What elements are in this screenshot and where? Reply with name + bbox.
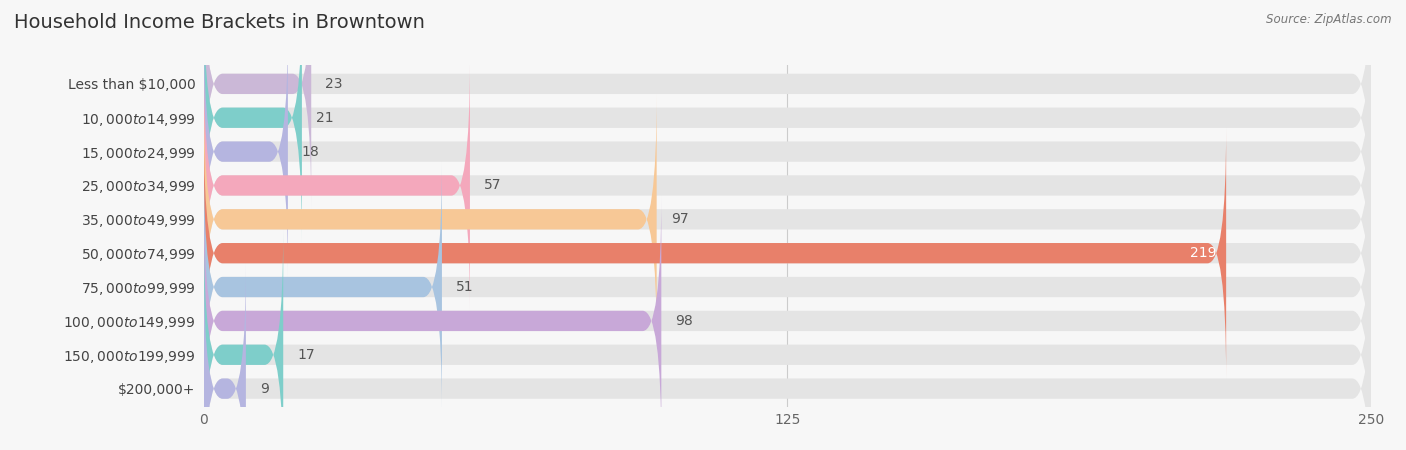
Text: 23: 23 [325,77,343,91]
Text: 9: 9 [260,382,269,396]
FancyBboxPatch shape [204,230,1371,450]
Text: Household Income Brackets in Browntown: Household Income Brackets in Browntown [14,14,425,32]
Text: 57: 57 [484,179,502,193]
FancyBboxPatch shape [204,0,1371,209]
Text: 97: 97 [671,212,689,226]
Text: 17: 17 [297,348,315,362]
FancyBboxPatch shape [204,94,657,345]
FancyBboxPatch shape [204,0,311,209]
FancyBboxPatch shape [204,0,302,243]
FancyBboxPatch shape [204,162,1371,412]
Text: 18: 18 [302,144,319,158]
FancyBboxPatch shape [204,94,1371,345]
FancyBboxPatch shape [204,0,1371,243]
FancyBboxPatch shape [204,230,283,450]
FancyBboxPatch shape [204,60,470,311]
FancyBboxPatch shape [204,263,246,450]
Text: 51: 51 [456,280,474,294]
FancyBboxPatch shape [204,196,661,446]
FancyBboxPatch shape [204,128,1371,378]
FancyBboxPatch shape [204,26,1371,277]
FancyBboxPatch shape [204,26,288,277]
FancyBboxPatch shape [204,162,441,412]
FancyBboxPatch shape [204,60,1371,311]
FancyBboxPatch shape [204,263,1371,450]
Text: 219: 219 [1191,246,1216,260]
FancyBboxPatch shape [204,128,1226,378]
Text: Source: ZipAtlas.com: Source: ZipAtlas.com [1267,14,1392,27]
Text: 98: 98 [675,314,693,328]
FancyBboxPatch shape [204,196,1371,446]
Text: 21: 21 [316,111,333,125]
